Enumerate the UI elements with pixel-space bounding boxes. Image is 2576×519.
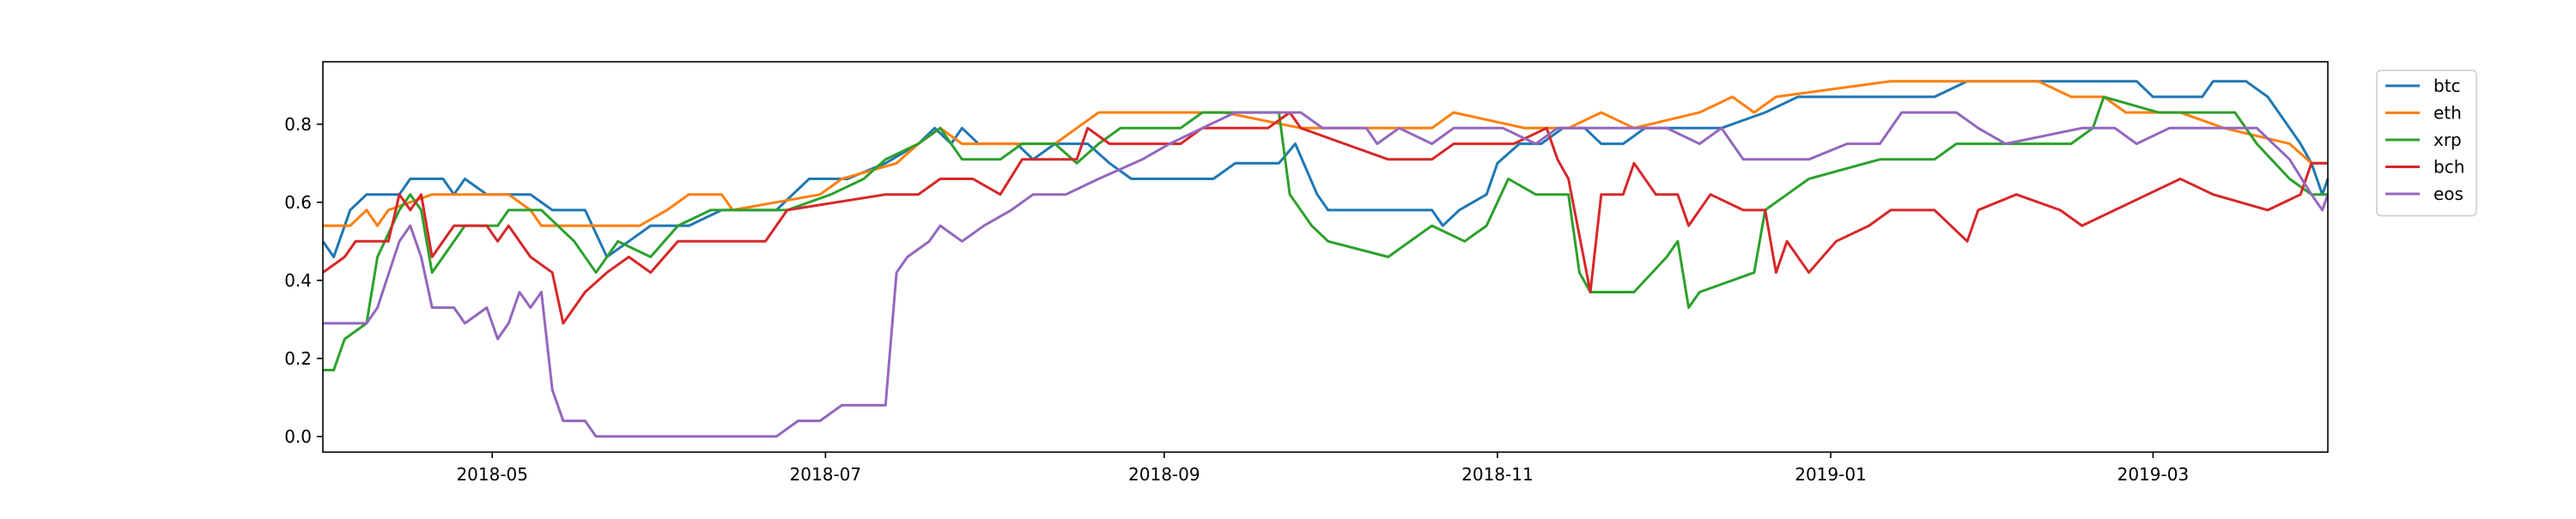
- legend-label-xrp: xrp: [2433, 130, 2462, 150]
- plot-frame: [322, 61, 2329, 453]
- y-tick-label: 0.0: [284, 426, 312, 447]
- series-line-btc: [321, 80, 2330, 258]
- y-tick-label: 0.6: [284, 192, 312, 213]
- series-line-eth: [323, 80, 2328, 227]
- x-tick-label: 2019-03: [2117, 464, 2190, 485]
- y-tick-label: 0.2: [284, 348, 312, 369]
- y-tick-label: 0.4: [284, 270, 312, 291]
- x-tick-label: 2018-11: [1461, 464, 1534, 485]
- series-line-bch: [322, 111, 2328, 325]
- x-axis: 2018-05 2018-07 2018-09 2018-11 2019-01 2019-…: [456, 452, 2189, 485]
- legend-label-eth: eth: [2433, 103, 2462, 124]
- legend: btc eth xrp bch eos: [2376, 69, 2477, 217]
- series-line-eos: [323, 111, 2330, 438]
- x-tick-label: 2018-07: [790, 464, 862, 485]
- legend-label-btc: btc: [2433, 75, 2461, 96]
- x-tick-label: 2019-01: [1795, 464, 1867, 485]
- series-layer: [321, 80, 2330, 438]
- y-axis: 0.0 0.2 0.4 0.6 0.8: [284, 114, 323, 447]
- x-tick-label: 2018-09: [1128, 464, 1200, 485]
- x-tick-label: 2018-05: [456, 464, 528, 485]
- legend-label-bch: bch: [2433, 157, 2464, 178]
- y-tick-label: 0.8: [284, 114, 312, 135]
- legend-box: [2376, 69, 2477, 217]
- legend-label-eos: eos: [2433, 184, 2464, 204]
